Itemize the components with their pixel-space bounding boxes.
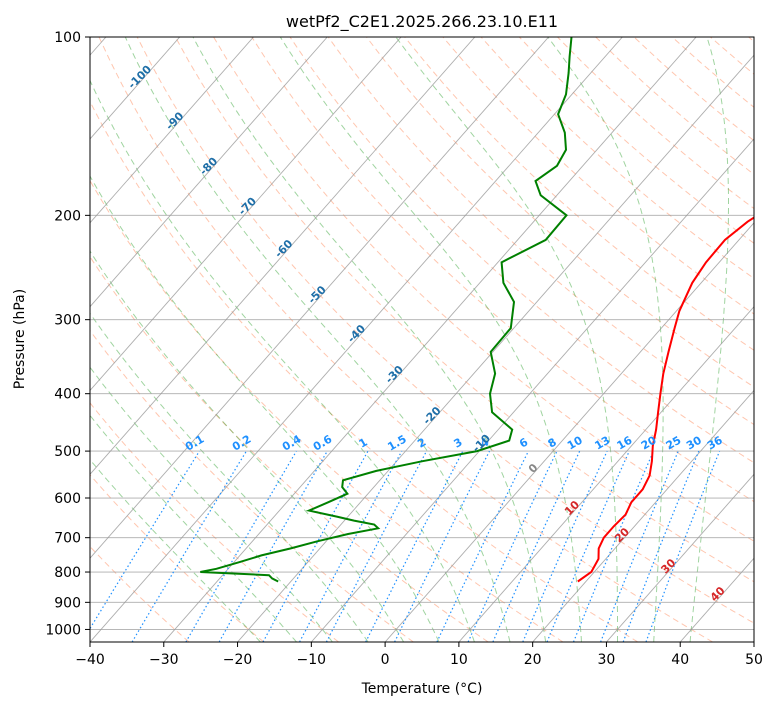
moist-adiabat	[124, 37, 511, 642]
mixing-ratio-line	[622, 450, 700, 642]
dry-adiabat	[90, 179, 564, 642]
isotherm-line	[237, 54, 754, 642]
moist-adiabat	[90, 79, 475, 642]
moist-adiabat	[689, 37, 729, 642]
y-tick-label: 600	[54, 491, 81, 507]
dry-adiabat	[327, 37, 754, 426]
moist-adiabat	[192, 37, 547, 642]
mixing-ratio-line	[546, 450, 630, 642]
isotherm-line	[90, 37, 254, 224]
y-tick-label: 800	[54, 565, 81, 581]
y-axis-title: Pressure (hPa)	[12, 289, 28, 389]
moist-adiabat	[547, 37, 664, 642]
dry-adiabat	[442, 37, 754, 315]
mixing-ratio-line	[299, 450, 403, 642]
moist-adiabat	[90, 366, 333, 642]
isotherm-line	[90, 37, 549, 559]
dry-adiabat	[90, 474, 265, 642]
mixing-ratio-line	[522, 450, 608, 642]
isotherm-line	[90, 37, 402, 392]
dry-adiabat	[98, 37, 713, 642]
x-tick-label: 40	[671, 652, 689, 668]
y-tick-label: 900	[54, 595, 81, 611]
x-tick-label: −20	[223, 652, 253, 668]
dry-adiabat	[136, 37, 754, 624]
y-tick-label: 400	[54, 387, 81, 403]
y-tick-label: 500	[54, 444, 81, 460]
dewpoint-line	[200, 37, 573, 583]
x-tick-label: 20	[524, 652, 542, 668]
y-tick-label: 100	[54, 30, 81, 46]
moist-adiabat	[90, 414, 297, 642]
moist-adiabat	[90, 312, 369, 642]
temperature-line	[577, 216, 754, 583]
chart-title: wetPf2_C2E1.2025.266.23.10.E11	[286, 12, 558, 32]
x-tick-label: −10	[297, 652, 327, 668]
moist-adiabat	[90, 458, 261, 642]
mixing-ratio-line	[90, 450, 200, 630]
x-tick-label: 0	[381, 652, 390, 668]
isotherm-line	[90, 37, 181, 140]
dry-adiabat	[90, 545, 190, 642]
isotherm-line	[532, 389, 754, 642]
mixing-ratio-line	[600, 450, 679, 642]
y-tick-label: 700	[54, 531, 81, 547]
dry-adiabat	[90, 402, 339, 642]
background-lines	[90, 37, 754, 642]
mixing-ratio-line	[394, 450, 491, 642]
x-tick-label: −30	[149, 652, 179, 668]
x-tick-label: 50	[745, 652, 763, 668]
mixing-ratio-line	[572, 450, 655, 642]
mixing-ratio-line	[492, 450, 581, 642]
isotherm-line	[458, 305, 754, 642]
isotherm-line	[90, 37, 623, 642]
mixing-ratio-line	[365, 450, 464, 642]
x-axis-title: Temperature (°C)	[361, 681, 483, 697]
y-tick-label: 1000	[45, 622, 81, 638]
isotherm-line	[606, 473, 754, 642]
mixing-ratio-line	[218, 450, 328, 642]
dry-adiabat	[90, 100, 639, 642]
isotherm-line	[163, 37, 697, 642]
y-tick-label: 200	[54, 208, 81, 224]
x-tick-label: −40	[75, 652, 105, 668]
dry-adiabat	[251, 37, 754, 503]
profile-lines	[200, 37, 754, 583]
dry-adiabat	[289, 37, 754, 464]
isotherm-line	[90, 37, 476, 476]
x-tick-label: 10	[450, 652, 468, 668]
axes: −40 −30 −20 −10 0 10 20 30 40 50 100 200 300 400 500 60…	[45, 30, 763, 668]
dry-adiabat	[90, 255, 489, 642]
mixing-ratio-line	[645, 450, 721, 642]
isotherm-line	[384, 222, 754, 642]
x-tick-label: 30	[598, 652, 616, 668]
y-tick-label: 300	[54, 313, 81, 329]
isotherm-line	[90, 37, 328, 308]
plot-frame	[89, 36, 755, 643]
moist-adiabat	[279, 37, 582, 642]
dry-adiabat	[174, 37, 754, 583]
plot-area	[90, 37, 754, 642]
isotherm-line	[310, 138, 754, 642]
